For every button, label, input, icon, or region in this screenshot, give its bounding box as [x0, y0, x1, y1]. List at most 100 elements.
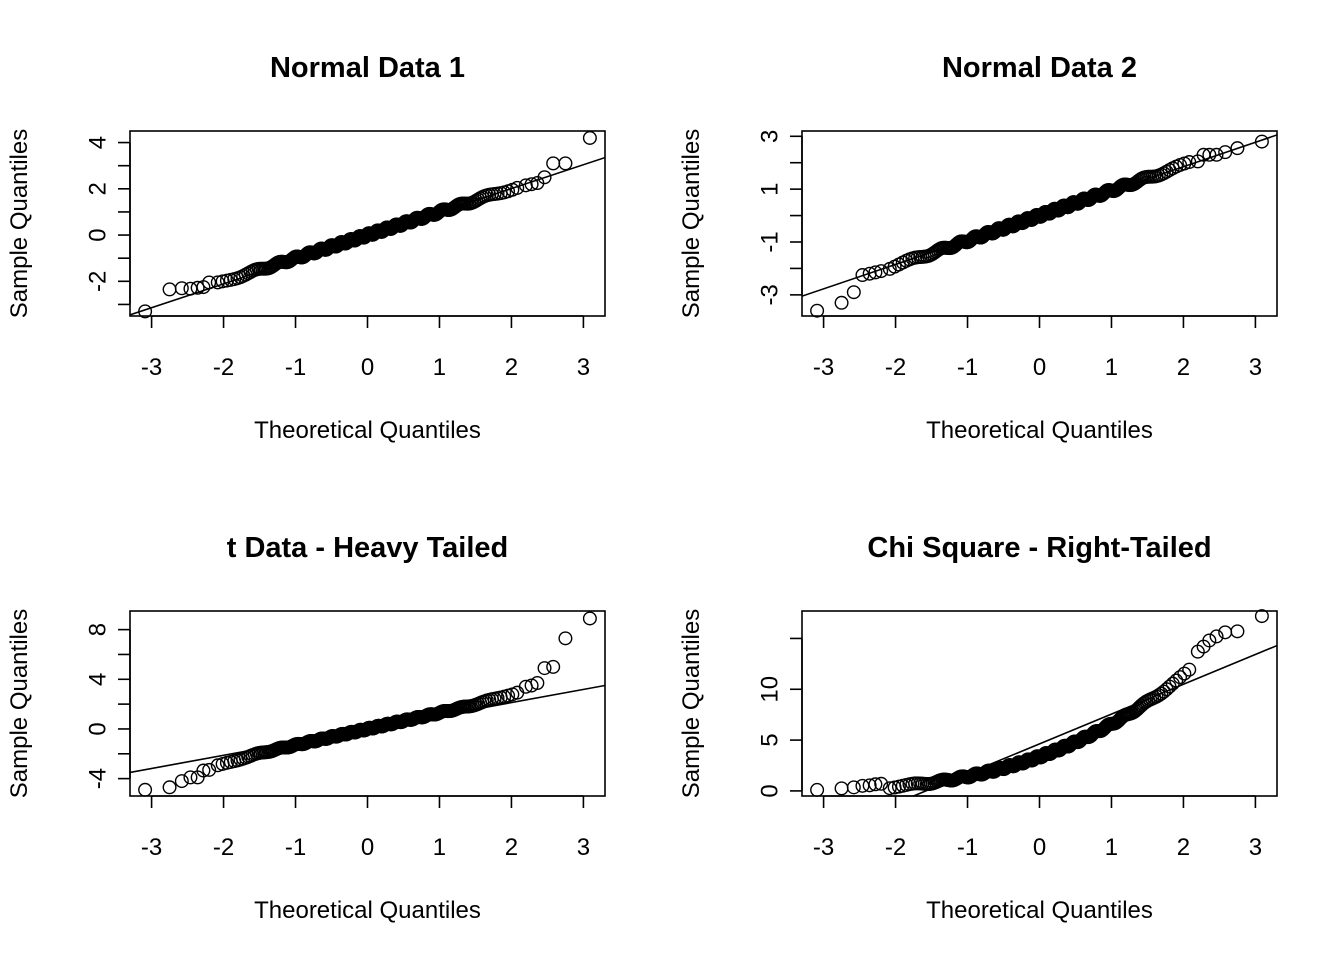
x-axis-label: Theoretical Quantiles: [926, 417, 1153, 444]
data-point: [1254, 134, 1269, 149]
data-point: [874, 264, 889, 279]
data-point: [810, 782, 825, 797]
x-tick-label: 1: [433, 354, 446, 381]
x-tick-label: 0: [1033, 354, 1046, 381]
panel-normal-data-2: Normal Data 2 Theoretical Quantiles Samp…: [678, 52, 1278, 444]
data-point: [1173, 670, 1188, 685]
data-point: [1202, 147, 1217, 162]
x-tick-label: -3: [141, 834, 162, 861]
x-tick-label: 1: [433, 834, 446, 861]
x-tick-label: 1: [1105, 354, 1118, 381]
y-tick-label: 0: [85, 722, 112, 735]
panel-chi-square-right-tailed: Chi Square - Right-Tailed Theoretical Qu…: [678, 532, 1278, 924]
x-tick-label: -3: [141, 354, 162, 381]
data-point: [1169, 673, 1184, 688]
data-point: [1182, 662, 1197, 677]
x-tick-label: 2: [505, 354, 518, 381]
data-point: [524, 177, 539, 192]
data-point: [834, 295, 849, 310]
data-point: [882, 781, 897, 796]
x-tick-label: -3: [813, 354, 834, 381]
x-tick-label: -2: [213, 834, 234, 861]
y-tick-label: -3: [757, 284, 784, 305]
data-point: [1218, 145, 1233, 160]
data-point: [138, 304, 153, 319]
data-point: [546, 659, 561, 674]
data-point: [1182, 155, 1197, 170]
data-point: [174, 774, 189, 789]
panel-t-data-heavy-tailed: t Data - Heavy Tailed Theoretical Quanti…: [6, 532, 606, 924]
x-tick-label: 2: [1177, 354, 1190, 381]
x-tick-label: -2: [885, 834, 906, 861]
x-tick-label: 1: [1105, 834, 1118, 861]
data-point: [582, 611, 597, 626]
y-tick-label: 8: [85, 623, 112, 636]
x-axis-label: Theoretical Quantiles: [254, 417, 481, 444]
data-point: [1202, 633, 1217, 648]
x-tick-label: -1: [285, 354, 306, 381]
x-tick-label: 2: [505, 834, 518, 861]
y-axis-label: Sample Quantiles: [6, 129, 33, 318]
x-tick-label: -2: [213, 354, 234, 381]
data-point: [1230, 624, 1245, 639]
x-tick-label: -1: [957, 834, 978, 861]
y-tick-label: -4: [85, 768, 112, 789]
x-tick-label: -1: [285, 834, 306, 861]
y-tick-label: 1: [757, 182, 784, 195]
data-point: [537, 661, 552, 676]
x-axis-label: Theoretical Quantiles: [254, 897, 481, 924]
y-tick-label: -2: [85, 271, 112, 292]
y-tick-label: 5: [757, 733, 784, 746]
data-point: [196, 763, 211, 778]
y-tick-label: 4: [85, 673, 112, 686]
x-tick-label: 0: [1033, 834, 1046, 861]
y-tick-label: 3: [757, 130, 784, 143]
y-tick-label: 2: [85, 182, 112, 195]
data-point: [210, 275, 225, 290]
x-tick-label: 3: [1249, 834, 1262, 861]
panel-title: Normal Data 1: [270, 52, 465, 84]
data-point: [558, 156, 573, 171]
y-tick-label: -1: [757, 231, 784, 252]
y-tick-label: 10: [757, 676, 784, 703]
data-point: [846, 285, 861, 300]
y-tick-label: 0: [85, 228, 112, 241]
y-axis-label: Sample Quantiles: [678, 129, 705, 318]
data-point: [582, 130, 597, 145]
data-point: [1254, 609, 1269, 624]
data-point: [202, 275, 217, 290]
y-tick-label: 4: [85, 136, 112, 149]
y-axis-label: Sample Quantiles: [678, 609, 705, 798]
data-point: [810, 303, 825, 318]
data-point: [190, 280, 205, 295]
data-point: [846, 780, 861, 795]
data-point: [868, 265, 883, 280]
data-point: [1209, 629, 1224, 644]
y-tick-label: 0: [757, 784, 784, 797]
y-axis-label: Sample Quantiles: [6, 609, 33, 798]
data-point: [1230, 141, 1245, 156]
panel-normal-data-1: Normal Data 1 Theoretical Quantiles Samp…: [6, 52, 606, 444]
x-tick-label: 0: [361, 834, 374, 861]
x-tick-label: 2: [1177, 834, 1190, 861]
x-tick-label: -2: [885, 354, 906, 381]
data-point: [202, 762, 217, 777]
data-point: [868, 777, 883, 792]
x-tick-label: 3: [1249, 354, 1262, 381]
panel-title: Normal Data 2: [942, 52, 1137, 84]
data-point: [855, 268, 870, 283]
x-tick-label: 3: [577, 834, 590, 861]
data-point: [530, 676, 545, 691]
x-tick-label: 3: [577, 354, 590, 381]
data-point: [174, 281, 189, 296]
panel-title: Chi Square - Right-Tailed: [867, 532, 1211, 564]
data-point: [162, 780, 177, 795]
data-point: [1177, 666, 1192, 681]
data-point: [1209, 147, 1224, 162]
data-point: [862, 778, 877, 793]
x-tick-label: -3: [813, 834, 834, 861]
x-tick-label: 0: [361, 354, 374, 381]
panel-title: t Data - Heavy Tailed: [227, 532, 509, 564]
